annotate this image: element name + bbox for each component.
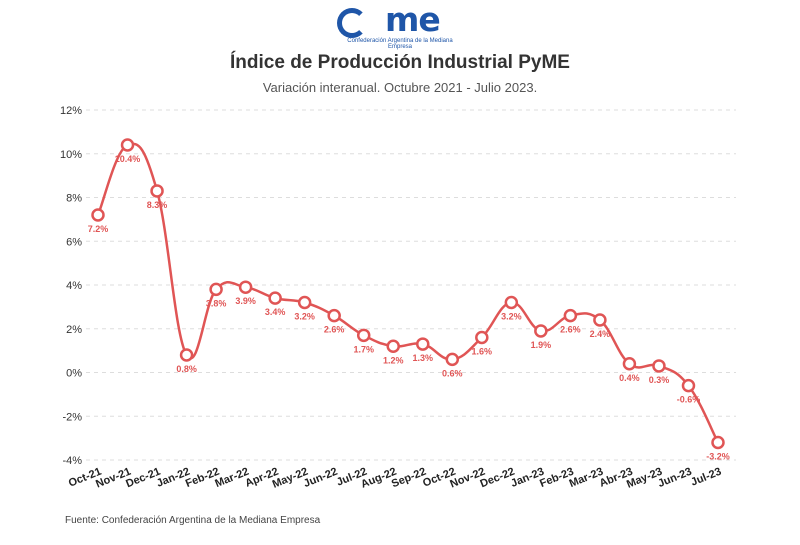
data-label: 1.7% — [353, 344, 374, 354]
data-label: 2.6% — [324, 325, 345, 335]
data-label: 8.3% — [147, 200, 168, 210]
data-label: 2.4% — [590, 329, 611, 339]
y-tick-label: 0% — [66, 368, 82, 380]
logo-wordmark: me — [343, 0, 441, 39]
data-label: 10.4% — [115, 154, 141, 164]
data-label: 3.2% — [501, 312, 522, 322]
data-point — [534, 324, 548, 338]
data-point — [563, 308, 578, 323]
chart-subtitle: Variación interanual. Octubre 2021 - Jul… — [262, 80, 538, 95]
logo-ring-icon — [337, 8, 367, 38]
data-label: 3.9% — [235, 296, 256, 306]
data-point — [475, 330, 489, 345]
data-label: 3.8% — [206, 298, 227, 308]
x-tick-label: Jul-23 — [689, 466, 723, 489]
data-point — [681, 378, 696, 393]
data-label: 1.3% — [413, 353, 434, 363]
data-point — [238, 280, 253, 294]
data-label: 7.2% — [88, 224, 109, 234]
came-logo: me Confederación Argentina de la Mediana… — [335, 0, 465, 50]
data-point — [91, 208, 105, 222]
data-label: 1.9% — [531, 340, 552, 350]
data-label: 3.4% — [265, 307, 286, 317]
data-point — [445, 352, 460, 367]
y-tick-label: 10% — [60, 149, 82, 161]
chart-title: Índice de Producción Industrial PyME — [230, 52, 570, 73]
data-labels: 7.2% 10.4% 8.3% 0.8% 3.8% 3.9% 3.4% 3.2% 2.6% 1.7… — [88, 154, 730, 462]
y-tick-label: 8% — [66, 193, 82, 205]
data-point — [268, 291, 282, 305]
data-label: 0.3% — [649, 375, 670, 385]
x-tick-label: Jun-23 — [656, 466, 693, 490]
data-point — [652, 359, 666, 373]
data-label: 3.2% — [294, 312, 315, 322]
data-point — [593, 313, 607, 327]
data-point — [356, 328, 371, 343]
y-tick-label: 12% — [60, 105, 82, 117]
data-point — [416, 337, 430, 351]
data-point — [622, 357, 637, 371]
data-point — [386, 339, 400, 353]
data-point — [504, 295, 519, 310]
data-point — [150, 184, 164, 198]
data-point — [327, 308, 341, 323]
data-point — [297, 295, 312, 310]
data-label: 1.6% — [472, 347, 493, 357]
logo-caption: Confederación Argentina de la Mediana Em… — [347, 38, 453, 50]
data-point — [209, 282, 223, 297]
data-point — [711, 435, 725, 450]
series-line — [96, 142, 720, 444]
data-label: 0.8% — [176, 364, 197, 374]
data-point — [120, 138, 135, 152]
data-label: 1.2% — [383, 355, 404, 365]
y-tick-label: 6% — [66, 236, 82, 248]
x-tick-label: Jun-22 — [302, 466, 339, 490]
data-label: 0.4% — [619, 373, 640, 383]
data-points — [91, 138, 725, 450]
y-tick-label: 4% — [66, 280, 82, 292]
y-axis-ticks: -4% -2% 0% 2% 4% 6% 8% 10% 12% — [60, 105, 82, 467]
y-tick-label: -4% — [62, 455, 82, 467]
data-label: -0.6% — [677, 395, 701, 405]
data-label: 0.6% — [442, 368, 463, 378]
x-axis-ticks: Oct-21Nov-21Dec-21Jan-22Feb-22Mar-22Apr-… — [67, 466, 723, 491]
y-tick-label: -2% — [62, 411, 82, 423]
data-label: -3.2% — [706, 452, 730, 462]
source-note: Fuente: Confederación Argentina de la Me… — [65, 515, 321, 526]
y-tick-label: 2% — [66, 324, 82, 336]
grid-lines — [86, 109, 736, 461]
data-label: 2.6% — [560, 325, 581, 335]
data-point — [179, 348, 194, 362]
